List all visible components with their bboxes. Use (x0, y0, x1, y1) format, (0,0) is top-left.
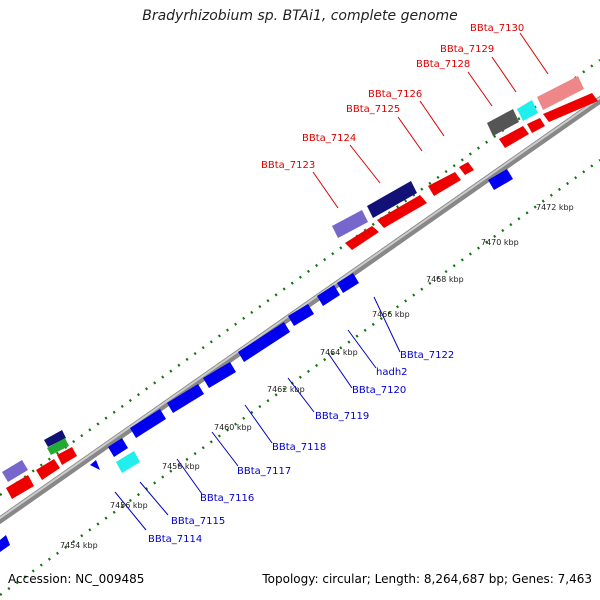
gene-arrow (167, 384, 204, 413)
kbp-tick: 7458 kbp (162, 462, 200, 471)
gene-arrow (90, 460, 100, 470)
gene-arrow (377, 195, 427, 228)
gene-arrow (487, 109, 519, 136)
accession-text: Accession: NC_009485 (8, 572, 145, 586)
kbp-tick: 7454 kbp (60, 541, 98, 550)
gene-label: BBta_7124 (302, 133, 356, 144)
dotted-guides (0, 58, 600, 597)
red-label-leaders (312, 32, 549, 209)
red-gene-labels: BBta_7123 BBta_7124 BBta_7125 BBta_7126 … (261, 23, 524, 171)
map-title: Bradyrhizobium sp. BTAi1, complete genom… (142, 8, 458, 24)
gene-arrow (317, 285, 340, 306)
kbp-tick-labels: 7454 kbp 7456 kbp 7458 kbp 7460 kbp 7462… (60, 203, 574, 550)
kbp-tick: 7468 kbp (426, 275, 464, 284)
gene-label: BBta_7130 (470, 23, 524, 34)
gene-arrow (428, 172, 461, 196)
blue-label-leaders (114, 296, 401, 531)
gene-arrow (130, 409, 166, 438)
kbp-tick: 7462 kbp (267, 385, 305, 394)
gene-label: BBta_7116 (200, 493, 254, 504)
forward-genes (2, 76, 598, 499)
gene-arrow (543, 93, 598, 122)
topology-text: Topology: circular; Length: 8,264,687 bp… (262, 572, 592, 586)
gene-arrow (537, 76, 584, 110)
gene-arrow (108, 438, 128, 457)
gene-arrow (367, 181, 417, 218)
kbp-tick: 7456 kbp (110, 501, 148, 510)
gene-arrow (47, 438, 69, 455)
gene-label: BBta_7117 (237, 466, 291, 477)
reverse-genes (0, 169, 513, 552)
gene-label: hadh2 (376, 367, 408, 378)
kbp-tick: 7464 kbp (320, 348, 358, 357)
gene-label: BBta_7129 (440, 44, 494, 55)
gene-label: BBta_7118 (272, 442, 326, 453)
kbp-tick: 7460 kbp (214, 423, 252, 432)
gene-arrow (238, 322, 290, 362)
gene-label: BBta_7125 (346, 104, 400, 115)
gene-arrow (345, 226, 379, 250)
gene-label: BBta_7126 (368, 89, 422, 100)
kbp-tick: 7466 kbp (372, 310, 410, 319)
blue-gene-labels: BBta_7114 BBta_7115 BBta_7116 BBta_7117 … (148, 350, 454, 545)
gene-arrow (517, 100, 538, 121)
gene-arrow (337, 273, 359, 293)
gene-label: BBta_7128 (416, 59, 470, 70)
gene-label: BBta_7120 (352, 385, 406, 396)
kbp-tick: 7472 kbp (536, 203, 574, 212)
gene-arrow (116, 451, 140, 473)
gene-label: BBta_7115 (171, 516, 225, 527)
gene-arrow (332, 210, 368, 238)
gene-label: BBta_7123 (261, 160, 315, 171)
gene-label: BBta_7119 (315, 411, 369, 422)
gene-arrow (6, 475, 34, 499)
gene-arrow (0, 535, 10, 552)
gene-arrow (459, 162, 474, 175)
kbp-tick: 7470 kbp (481, 238, 519, 247)
gene-arrow (488, 169, 513, 190)
gene-arrow (203, 362, 236, 388)
gene-arrow (2, 460, 28, 482)
gene-arrow (44, 430, 66, 447)
gene-arrow (527, 118, 545, 133)
gene-arrow (288, 304, 314, 326)
gene-label: BBta_7114 (148, 534, 202, 545)
gene-arrow (57, 447, 77, 465)
gene-arrow (499, 126, 529, 148)
gene-arrow (36, 459, 60, 480)
gene-label: BBta_7122 (400, 350, 454, 361)
